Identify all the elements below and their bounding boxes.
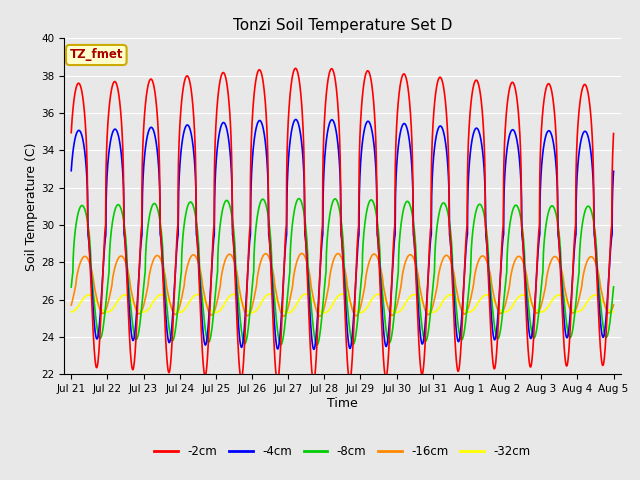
Legend: -2cm, -4cm, -8cm, -16cm, -32cm: -2cm, -4cm, -8cm, -16cm, -32cm (150, 440, 535, 463)
-16cm (316, 313, 324, 319)
Line: -4cm: -4cm (71, 120, 614, 349)
-16cm (299, 251, 307, 257)
Line: -8cm: -8cm (71, 199, 614, 345)
-4cm (299, 154, 307, 159)
-8cm (129, 324, 137, 330)
-4cm (541, 137, 548, 143)
-8cm (161, 287, 169, 293)
-2cm (67, 130, 75, 135)
-2cm (275, 367, 283, 373)
-32cm (302, 291, 310, 297)
-2cm (299, 122, 307, 128)
-8cm (600, 324, 607, 330)
-2cm (129, 367, 137, 372)
Line: -16cm: -16cm (71, 253, 614, 316)
-8cm (67, 284, 75, 290)
-4cm (275, 340, 283, 346)
-2cm (292, 65, 300, 71)
-8cm (313, 342, 321, 348)
-32cm (67, 309, 75, 315)
Text: TZ_fmet: TZ_fmet (70, 48, 123, 61)
Line: -2cm: -2cm (71, 68, 614, 382)
-8cm (295, 196, 303, 202)
-32cm (161, 294, 169, 300)
-32cm (299, 292, 307, 298)
-8cm (610, 284, 618, 290)
-4cm (292, 117, 300, 122)
-4cm (161, 305, 169, 311)
Title: Tonzi Soil Temperature Set D: Tonzi Soil Temperature Set D (233, 18, 452, 33)
-8cm (275, 338, 283, 344)
Line: -32cm: -32cm (71, 294, 614, 313)
-2cm (310, 379, 317, 384)
-16cm (298, 251, 306, 256)
-32cm (129, 299, 137, 305)
-16cm (541, 287, 548, 293)
-16cm (67, 302, 75, 308)
-8cm (299, 204, 307, 210)
-32cm (275, 302, 283, 308)
-2cm (610, 131, 618, 136)
-4cm (310, 347, 317, 352)
-8cm (541, 231, 548, 237)
-4cm (67, 168, 75, 174)
-16cm (161, 274, 169, 279)
-16cm (275, 304, 283, 310)
-32cm (320, 310, 328, 316)
-2cm (600, 362, 607, 368)
Y-axis label: Soil Temperature (C): Soil Temperature (C) (25, 142, 38, 271)
-16cm (610, 302, 618, 308)
-32cm (610, 309, 618, 315)
-2cm (161, 328, 169, 334)
-4cm (610, 168, 618, 174)
-4cm (129, 337, 137, 343)
-16cm (600, 297, 607, 302)
X-axis label: Time: Time (327, 397, 358, 410)
-2cm (541, 91, 548, 97)
-32cm (600, 300, 607, 305)
-4cm (600, 335, 607, 340)
-16cm (129, 296, 137, 302)
-32cm (541, 308, 548, 313)
